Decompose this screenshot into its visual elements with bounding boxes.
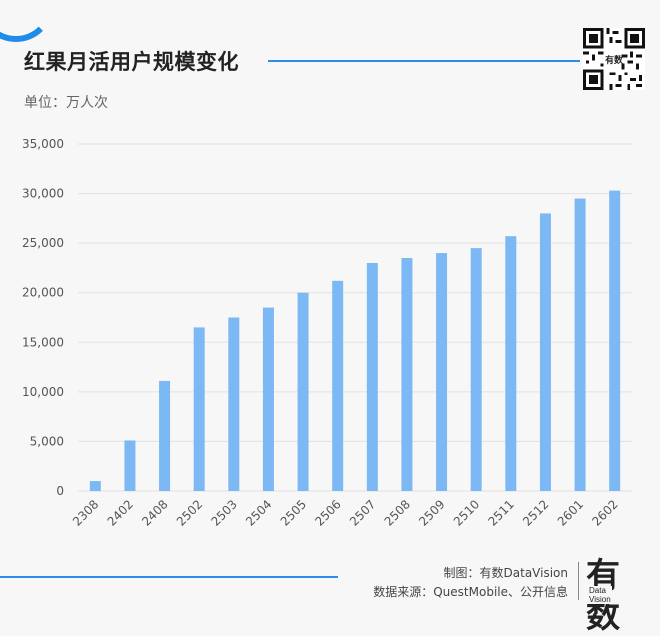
y-tick-label: 25,000 [22, 236, 64, 250]
unit-label: 单位：万人次 [24, 95, 108, 111]
bar-2508 [401, 258, 413, 491]
bar-2510 [470, 248, 482, 491]
x-tick-label-2511: 2511 [485, 497, 516, 528]
credit-source: 数据来源：QuestMobile、公开信息 [373, 585, 568, 599]
y-tick-label: 30,000 [22, 187, 64, 201]
svg-text:有数: 有数 [605, 54, 623, 66]
bar-2509 [436, 253, 448, 491]
bar-2402 [124, 440, 136, 491]
logo-sub-text: Data Vision [588, 586, 612, 604]
x-tick-label-2601: 2601 [555, 497, 586, 528]
y-tick-label: 15,000 [22, 335, 64, 349]
bar-chart: 0 5,000 10,000 15,000 20,000 25,000 30,000 35,0… [22, 137, 632, 529]
bar-2505 [297, 292, 309, 491]
y-tick-label: 20,000 [22, 286, 64, 300]
x-tick-label-2512: 2512 [520, 497, 551, 528]
x-tick-label-2506: 2506 [312, 497, 343, 528]
logo-sub-line1: Data [589, 586, 606, 595]
bar-2601 [574, 198, 586, 491]
qr-code-icon[interactable]: 有数 [583, 28, 645, 90]
bar-2503 [228, 317, 240, 491]
bar-2512 [539, 213, 551, 491]
bar-2408 [159, 380, 171, 491]
x-axis-ticks: 2308 2402 2408 2502 2503 2504 2505 2506 2507 2508… [70, 497, 621, 528]
bar-2502 [193, 327, 205, 491]
y-tick-label: 35,000 [22, 137, 64, 151]
x-tick-label-2507: 2507 [347, 497, 378, 528]
y-axis-ticks: 0 5,000 10,000 15,000 20,000 25,000 30,000 35,0… [22, 137, 64, 498]
x-tick-label-2510: 2510 [451, 497, 482, 528]
bar-2511 [505, 236, 517, 491]
title-divider [268, 60, 580, 62]
x-tick-label-2505: 2505 [278, 497, 309, 528]
corner-arc-decoration [0, 0, 54, 42]
datavision-logo: 有数 Data Vision [586, 556, 648, 636]
y-tick-label: 5,000 [30, 434, 64, 448]
x-tick-label-2602: 2602 [589, 497, 620, 528]
x-tick-label-2402: 2402 [105, 497, 136, 528]
bars [89, 190, 621, 491]
x-tick-label-2508: 2508 [382, 497, 413, 528]
bar-2506 [332, 280, 344, 491]
y-tick-label: 10,000 [22, 385, 64, 399]
bar-2308 [89, 481, 101, 491]
x-tick-label-2504: 2504 [243, 497, 274, 528]
logo-separator [578, 562, 579, 600]
chart-title: 红果月活用户规模变化 [24, 50, 239, 74]
bar-2602 [609, 190, 621, 491]
x-tick-label-2503: 2503 [208, 497, 239, 528]
x-tick-label-2509: 2509 [416, 497, 447, 528]
grid-lines [78, 143, 632, 492]
footer-divider [0, 576, 338, 578]
x-tick-label-2408: 2408 [139, 497, 170, 528]
bar-2507 [366, 262, 378, 491]
x-tick-label-2502: 2502 [174, 497, 205, 528]
x-tick-label-2308: 2308 [70, 497, 101, 528]
logo-sub-line2: Vision [589, 595, 611, 604]
bar-2504 [262, 307, 274, 491]
credit-made-by: 制图：有数DataVision [443, 566, 568, 580]
y-tick-label: 0 [56, 484, 64, 498]
